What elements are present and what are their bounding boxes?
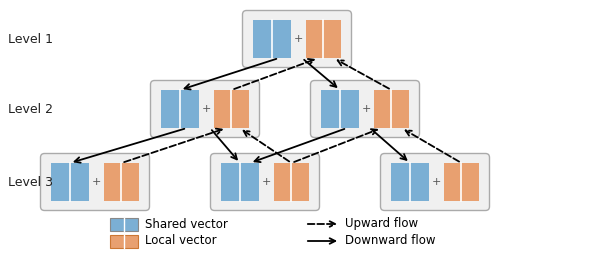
Text: Local vector: Local vector <box>145 234 217 247</box>
Text: Level 3: Level 3 <box>8 176 53 188</box>
FancyBboxPatch shape <box>51 163 89 201</box>
Text: Downward flow: Downward flow <box>345 234 435 247</box>
FancyBboxPatch shape <box>374 90 409 128</box>
FancyBboxPatch shape <box>150 81 260 137</box>
FancyBboxPatch shape <box>381 153 489 211</box>
FancyBboxPatch shape <box>221 163 259 201</box>
FancyBboxPatch shape <box>444 163 479 201</box>
FancyBboxPatch shape <box>40 153 150 211</box>
Text: +: + <box>92 177 101 187</box>
FancyBboxPatch shape <box>311 81 419 137</box>
FancyBboxPatch shape <box>161 90 199 128</box>
Text: Level 2: Level 2 <box>8 103 53 116</box>
FancyBboxPatch shape <box>274 163 309 201</box>
FancyBboxPatch shape <box>214 90 249 128</box>
Text: Level 1: Level 1 <box>8 33 53 45</box>
Text: Shared vector: Shared vector <box>145 217 228 230</box>
FancyBboxPatch shape <box>210 153 320 211</box>
FancyBboxPatch shape <box>110 217 138 230</box>
FancyBboxPatch shape <box>321 90 359 128</box>
Text: +: + <box>262 177 271 187</box>
Text: +: + <box>294 34 303 44</box>
FancyBboxPatch shape <box>391 163 429 201</box>
FancyBboxPatch shape <box>110 234 138 247</box>
Text: +: + <box>432 177 441 187</box>
Text: +: + <box>362 104 371 114</box>
Text: +: + <box>202 104 211 114</box>
FancyBboxPatch shape <box>306 20 341 58</box>
FancyBboxPatch shape <box>242 10 352 68</box>
Text: Upward flow: Upward flow <box>345 217 418 230</box>
FancyBboxPatch shape <box>104 163 139 201</box>
FancyBboxPatch shape <box>253 20 291 58</box>
